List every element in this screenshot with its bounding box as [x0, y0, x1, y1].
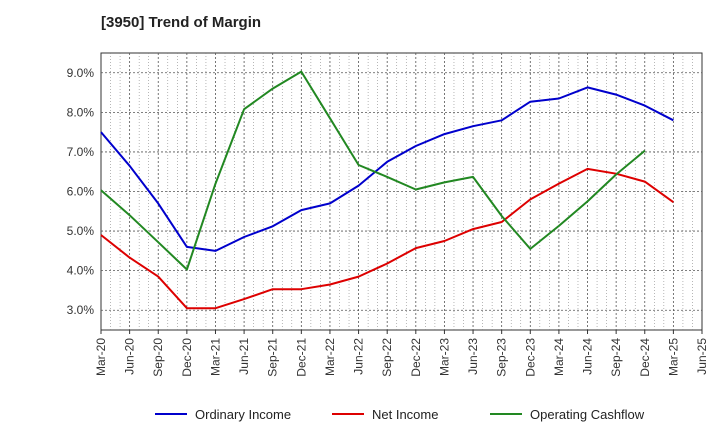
x-tick-label: Dec-20: [180, 338, 194, 377]
x-tick-label: Mar-20: [94, 338, 108, 376]
y-tick-label: 5.0%: [67, 224, 95, 238]
x-tick-label: Dec-24: [638, 338, 652, 377]
x-tick-label: Jun-21: [237, 338, 251, 375]
x-tick-label: Mar-24: [552, 338, 566, 376]
series-line-operating-cashflow: [100, 70, 646, 271]
y-tick-label: 4.0%: [67, 264, 95, 278]
x-tick-label: Dec-21: [294, 338, 308, 377]
legend-label-operating-cashflow: Operating Cashflow: [530, 407, 645, 422]
x-tick-label: Dec-22: [409, 338, 423, 377]
y-tick-label: 3.0%: [67, 303, 95, 317]
x-tick-label: Sep-24: [609, 338, 623, 377]
series-line-net-income: [100, 167, 674, 310]
x-tick-label: Jun-25: [695, 338, 709, 375]
x-tick-label: Mar-22: [323, 338, 337, 376]
x-tick-label: Sep-22: [380, 338, 394, 377]
legend-label-ordinary-income: Ordinary Income: [195, 407, 291, 422]
series-line-ordinary-income: [100, 86, 674, 252]
x-tick-label: Jun-24: [581, 338, 595, 375]
x-tick-label: Sep-23: [495, 338, 509, 377]
y-tick-label: 9.0%: [67, 66, 95, 80]
x-tick-label: Dec-23: [523, 338, 537, 377]
x-tick-label: Mar-23: [437, 338, 451, 376]
y-tick-label: 6.0%: [67, 185, 95, 199]
x-tick-label: Sep-21: [266, 338, 280, 377]
x-tick-label: Mar-21: [208, 338, 222, 376]
x-tick-label: Mar-25: [666, 338, 680, 376]
x-tick-label: Jun-23: [466, 338, 480, 375]
x-tick-label: Jun-20: [123, 338, 137, 375]
x-tick-label: Sep-20: [151, 338, 165, 377]
y-tick-label: 7.0%: [67, 145, 95, 159]
legend-label-net-income: Net Income: [372, 407, 438, 422]
chart-title: [3950] Trend of Margin: [101, 14, 262, 31]
x-tick-label: Jun-22: [352, 338, 366, 375]
y-tick-label: 8.0%: [67, 105, 95, 119]
